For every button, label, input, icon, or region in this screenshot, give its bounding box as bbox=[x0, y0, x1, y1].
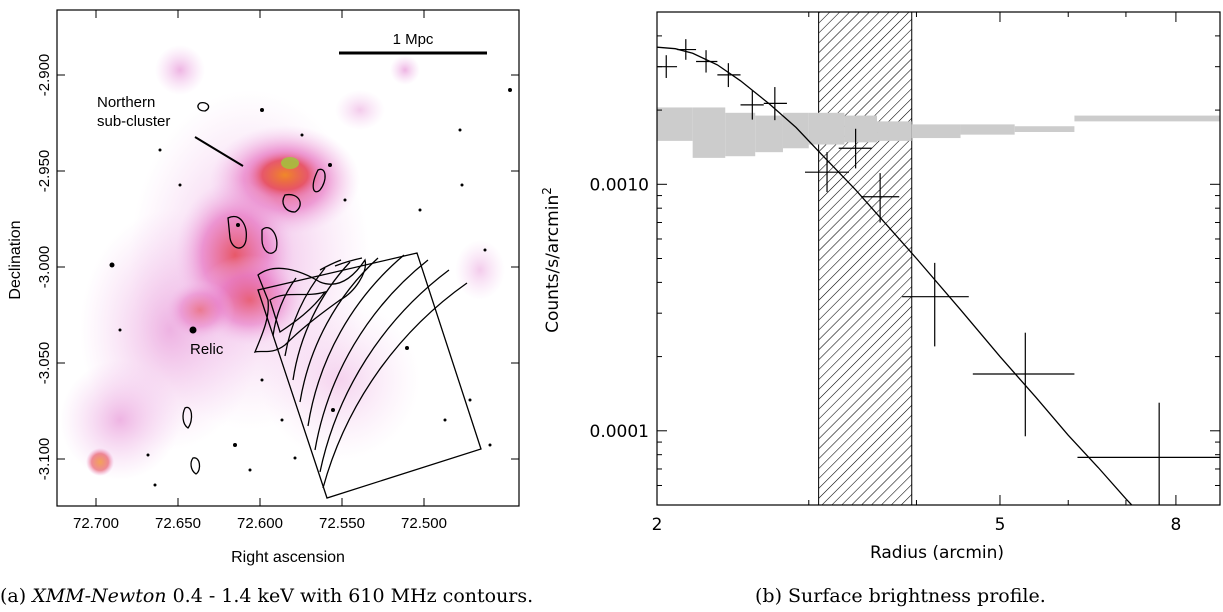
counts-axis-title: Counts/s/arcmin2 bbox=[540, 187, 563, 333]
y-tick-label: 0.0001 bbox=[590, 422, 649, 442]
panel-b-tick-labels: 2 5 8 0.0010 0.0001 bbox=[590, 175, 1182, 535]
dec-tick-label: -2.950 bbox=[36, 150, 53, 193]
background-band-step bbox=[657, 107, 693, 141]
plot-frame bbox=[656, 11, 1221, 506]
panel-b-ticks bbox=[656, 11, 1221, 506]
image-frame bbox=[56, 9, 520, 507]
model-curve bbox=[657, 46, 1133, 505]
background-band-step bbox=[1014, 126, 1075, 132]
ra-tick-label: 72.700 bbox=[73, 515, 119, 532]
caption-b: (b) Surface brightness profile. bbox=[755, 585, 1046, 607]
annular-sectors bbox=[257, 252, 482, 499]
dec-axis-title: Declination bbox=[7, 220, 24, 299]
xray-emission-map bbox=[57, 10, 519, 506]
ra-tick-label: 72.600 bbox=[237, 515, 283, 532]
shaded-region bbox=[818, 12, 913, 505]
profile-panel: 2 5 8 0.0010 0.0001 Radius (arcmin) Counts/s… bbox=[540, 11, 1221, 563]
dec-tick-label: -3.000 bbox=[36, 246, 53, 289]
y-tick-label: 0.0010 bbox=[590, 175, 649, 195]
radio-contours bbox=[182, 102, 367, 475]
background-band-step bbox=[877, 121, 912, 141]
annotation-northern: Northern bbox=[97, 94, 155, 111]
dec-tick-label: -2.900 bbox=[36, 54, 53, 97]
subcluster-pointer bbox=[194, 136, 244, 167]
background-band bbox=[657, 107, 1220, 158]
xmm-image-panel: 1 Mpc Northern sub-cluster Relic 72.700 … bbox=[7, 9, 520, 566]
background-band-step bbox=[911, 124, 961, 139]
background-band-step bbox=[808, 112, 845, 145]
x-tick-label: 8 bbox=[1170, 515, 1181, 535]
dec-tick-label: -3.050 bbox=[36, 342, 53, 385]
background-band-step bbox=[692, 107, 726, 158]
radio-point-sources bbox=[109, 88, 512, 487]
caption-a: (a) XMM-Newton 0.4 - 1.4 keV with 610 MH… bbox=[0, 585, 534, 607]
radius-axis-title: Radius (arcmin) bbox=[870, 543, 1004, 563]
panel-a-ticks bbox=[57, 10, 519, 506]
data-points bbox=[657, 39, 1220, 505]
background-band-step bbox=[782, 112, 809, 149]
ra-tick-label: 72.650 bbox=[155, 515, 201, 532]
ra-tick-label: 72.500 bbox=[401, 515, 447, 532]
ra-axis-title: Right ascension bbox=[231, 549, 345, 566]
background-band-step bbox=[960, 124, 1015, 135]
scale-bar-label: 1 Mpc bbox=[393, 31, 434, 48]
background-band-step bbox=[755, 115, 783, 153]
annotation-relic: Relic bbox=[190, 341, 224, 358]
x-tick-label: 2 bbox=[652, 515, 663, 535]
profile-plot-area bbox=[657, 12, 1220, 505]
x-tick-label: 5 bbox=[995, 515, 1006, 535]
background-band-step bbox=[1074, 115, 1220, 122]
dec-tick-label: -3.100 bbox=[36, 438, 53, 481]
background-band-step bbox=[725, 112, 756, 157]
ra-tick-label: 72.550 bbox=[319, 515, 365, 532]
annotation-subcluster: sub-cluster bbox=[97, 113, 170, 130]
background-band-step bbox=[844, 115, 878, 143]
